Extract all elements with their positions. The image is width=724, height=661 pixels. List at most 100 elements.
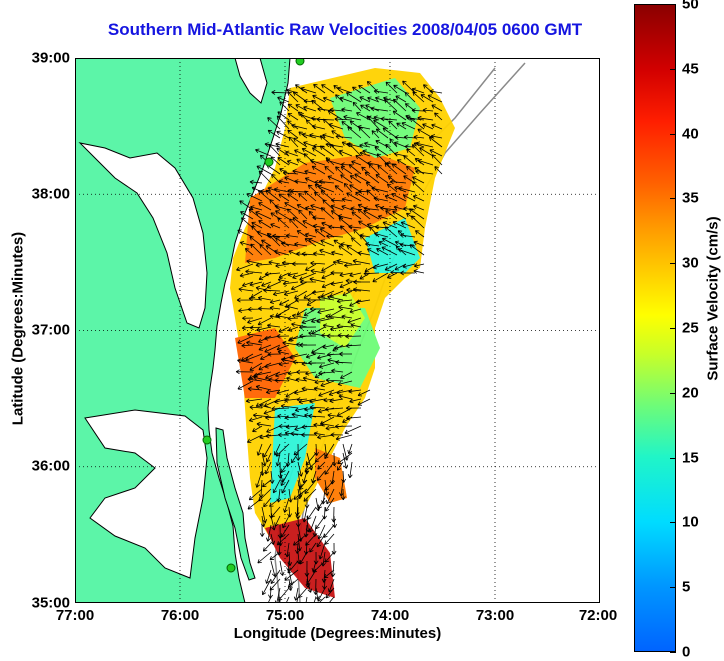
velocity-arrow [251,221,263,229]
velocity-arrow [315,596,326,603]
radar-station-marker [295,58,305,66]
velocity-arrow [291,123,308,130]
velocity-arrow [255,211,272,220]
velocity-arrow [256,165,272,175]
velocity-arrow [322,323,335,329]
velocity-arrow [309,542,317,553]
velocity-arrow [339,281,353,289]
velocity-arrow [357,250,371,256]
velocity-arrow [346,192,362,202]
velocity-arrow [335,434,353,441]
velocity-arrow [411,144,425,157]
velocity-arrow [337,461,344,471]
velocity-arrow [255,398,272,407]
velocity-arrow [272,233,290,239]
velocity-arrow [366,248,380,256]
velocity-arrow [235,369,254,375]
velocity-arrow [246,434,263,443]
velocity-arrow [270,569,281,584]
velocity-arrow [325,497,335,512]
velocity-arrow [299,279,316,285]
velocity-arrow [267,129,281,139]
velocity-arrow [291,261,308,267]
velocity-arrow [316,533,326,548]
velocity-arrow [286,376,299,382]
velocity-arrow [269,199,281,211]
colorbar-tick-label: 40 [682,125,699,143]
velocity-arrow [406,115,425,121]
velocity-arrow [393,205,407,211]
velocity-arrow [277,217,290,229]
velocity-arrow [270,223,281,229]
velocity-arrow [331,368,344,374]
velocity-arrow [275,142,290,148]
velocity-arrow [384,162,398,175]
velocity-arrow [273,249,290,256]
velocity-arrow [246,340,263,346]
velocity-arrow [265,524,272,542]
velocity-arrow [340,488,346,501]
velocity-arrow [271,90,290,95]
velocity-arrow [402,80,416,94]
velocity-arrow [295,377,308,383]
velocity-arrow [284,415,299,421]
velocity-arrow [308,237,326,247]
velocity-arrow [313,223,326,229]
velocity-arrow [313,431,326,437]
y-tick-label: 36:00 [31,457,70,475]
velocity-arrow [241,281,254,287]
velocity-arrow [274,398,290,404]
velocity-arrow [352,86,362,94]
velocity-arrow [276,333,290,339]
velocity-arrow [358,220,371,229]
velocity-arrow [247,377,263,382]
velocity-arrow [349,272,362,278]
velocity-arrow [324,479,330,496]
velocity-arrow [274,515,281,527]
map-plot-area[interactable] [75,58,600,603]
colorbar-label: Surface Velocity (cm/s) [704,216,722,381]
velocity-arrow [292,169,308,175]
velocity-arrow [434,166,443,175]
colorbar-tick-label: 10 [682,513,699,531]
chesapeake-bay [78,142,208,329]
velocity-arrow [285,150,299,157]
velocity-arrow [362,149,380,157]
velocity-arrow [265,389,281,395]
colorbar-tick-label: 45 [682,60,699,78]
velocity-arrow [307,184,317,193]
velocity-arrow [314,452,326,463]
velocity-arrow [267,117,281,130]
velocity-arrow [292,217,308,229]
x-tick-label: 72:00 [578,607,618,624]
velocity-arrow [354,173,371,184]
velocity-arrow [372,272,389,283]
velocity-arrow [259,403,272,409]
velocity-arrow [398,186,416,193]
velocity-arrow [374,146,389,157]
velocity-arrow [296,251,308,257]
velocity-arrow [375,128,389,139]
velocity-arrow [328,123,344,130]
velocity-arrow [299,333,317,339]
velocity-arrow [413,240,425,247]
radar-stations [202,58,305,573]
velocity-arrow [322,344,335,350]
velocity-arrow [268,143,281,157]
velocity-arrow [348,224,362,230]
velocity-arrow [265,569,272,584]
velocity-arrow [402,194,416,202]
velocity-arrow [261,578,272,596]
velocity-arrow [365,182,380,193]
velocity-arrow [255,148,272,157]
velocity-arrow [284,397,299,403]
velocity-arrow [287,578,299,588]
velocity-arrow [347,461,353,479]
velocity-arrow [413,134,425,140]
velocity-arrow [270,533,276,545]
velocity-arrow [339,96,353,103]
velocity-arrow [257,295,272,301]
velocity-arrow [301,432,317,438]
colorbar-tick-mark [670,198,676,200]
velocity-arrow [286,159,299,166]
